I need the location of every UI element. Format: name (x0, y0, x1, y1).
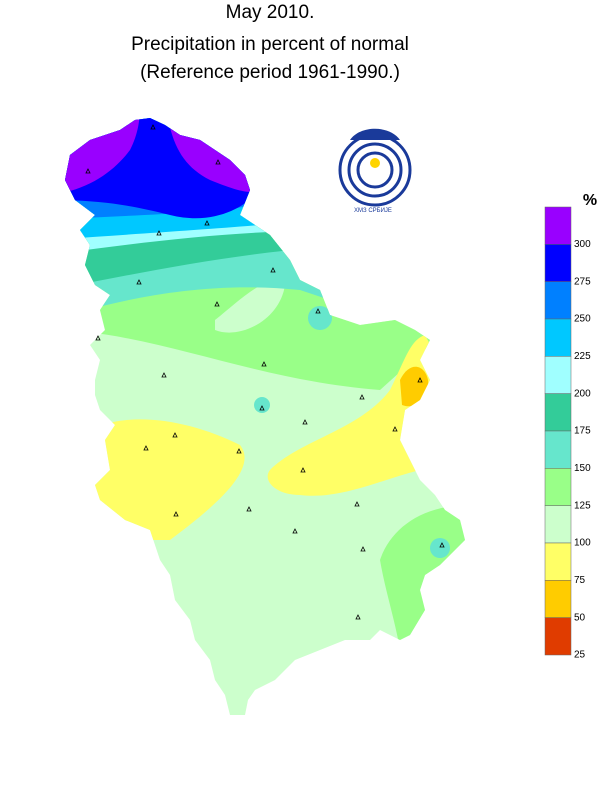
legend-swatch (544, 505, 572, 544)
legend-swatch (544, 580, 572, 618)
legend-swatch (544, 206, 572, 245)
legend-tick: 75 (574, 575, 586, 586)
legend-tick: 275 (574, 276, 591, 287)
legend-tick: 200 (574, 388, 591, 399)
legend-tick: 250 (574, 314, 591, 325)
subtitle: Precipitation in percent of normal (131, 34, 409, 55)
legend: % 300 275 250 225 200 175 150 125 100 75 50 25 (544, 192, 597, 661)
legend-unit: % (583, 192, 597, 209)
legend-tick: 25 (574, 650, 586, 661)
stations (85, 124, 445, 620)
legend-swatch (544, 468, 572, 506)
legend-swatch (544, 318, 572, 357)
legend-tick: 50 (574, 612, 586, 623)
legend-swatch (544, 430, 572, 469)
legend-tick: 125 (574, 500, 591, 511)
legend-tick: 100 (574, 538, 591, 549)
legend-swatch (544, 542, 572, 581)
legend-tick: 175 (574, 426, 591, 437)
legend-swatch (544, 356, 572, 394)
legend-tick: 300 (574, 239, 591, 250)
legend-tick: 150 (574, 463, 591, 474)
title: May 2010. (226, 2, 315, 23)
legend-tick: 225 (574, 351, 591, 362)
legend-swatch (544, 617, 572, 656)
legend-swatch (544, 393, 572, 432)
logo: ХМЗ СРБИЈЕ (338, 128, 412, 214)
legend-swatch (544, 281, 572, 320)
map (65, 118, 465, 715)
logo-text: ХМЗ СРБИЈЕ (354, 208, 392, 214)
reference: (Reference period 1961-1990.) (140, 62, 400, 83)
legend-swatch (544, 244, 572, 282)
